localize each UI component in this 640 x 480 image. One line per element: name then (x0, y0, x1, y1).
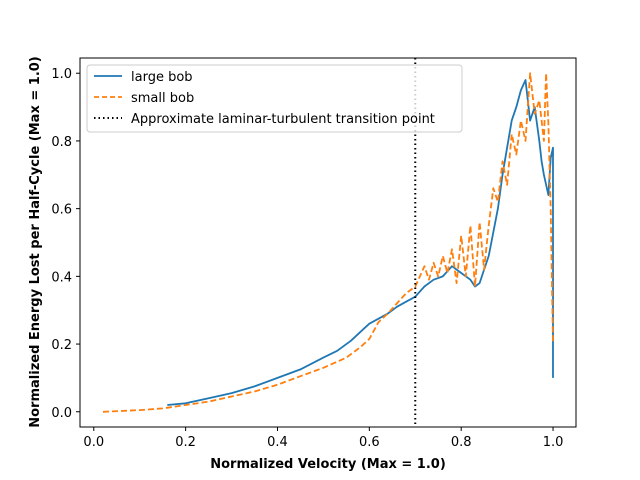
y-tick-label: 0.2 (51, 338, 72, 353)
legend-label-transition: Approximate laminar-turbulent transition… (131, 112, 435, 127)
x-axis-label: Normalized Velocity (Max = 1.0) (210, 457, 446, 472)
y-tick-label: 0.6 (51, 203, 72, 218)
y-axis-label: Normalized Energy Lost per Half-Cycle (M… (28, 56, 43, 428)
axes-frame (79, 57, 577, 428)
y-axis-ticks: 0.0 0.2 0.4 0.6 0.8 1.0 (51, 67, 80, 421)
plot-content (102, 58, 554, 427)
x-tick-label: 1.0 (543, 435, 564, 450)
x-tick-label: 0.2 (175, 435, 196, 450)
legend-box (86, 64, 463, 133)
legend-label-large-bob: large bob (131, 70, 193, 85)
legend-label-small-bob: small bob (131, 91, 194, 106)
series-line-small-bob (102, 72, 554, 413)
y-tick-label: 0.4 (51, 270, 72, 285)
x-axis-ticks: 0.0 0.2 0.4 0.6 0.8 1.0 (83, 427, 563, 450)
x-tick-label: 0.8 (451, 435, 472, 450)
y-tick-label: 0.8 (51, 135, 72, 150)
x-tick-label: 0.4 (267, 435, 288, 450)
legend: large bob small bob Approximate laminar-… (86, 64, 463, 133)
y-tick-label: 0.0 (51, 406, 72, 421)
x-tick-label: 0.0 (83, 435, 104, 450)
y-tick-label: 1.0 (51, 67, 72, 82)
x-tick-label: 0.6 (359, 435, 380, 450)
